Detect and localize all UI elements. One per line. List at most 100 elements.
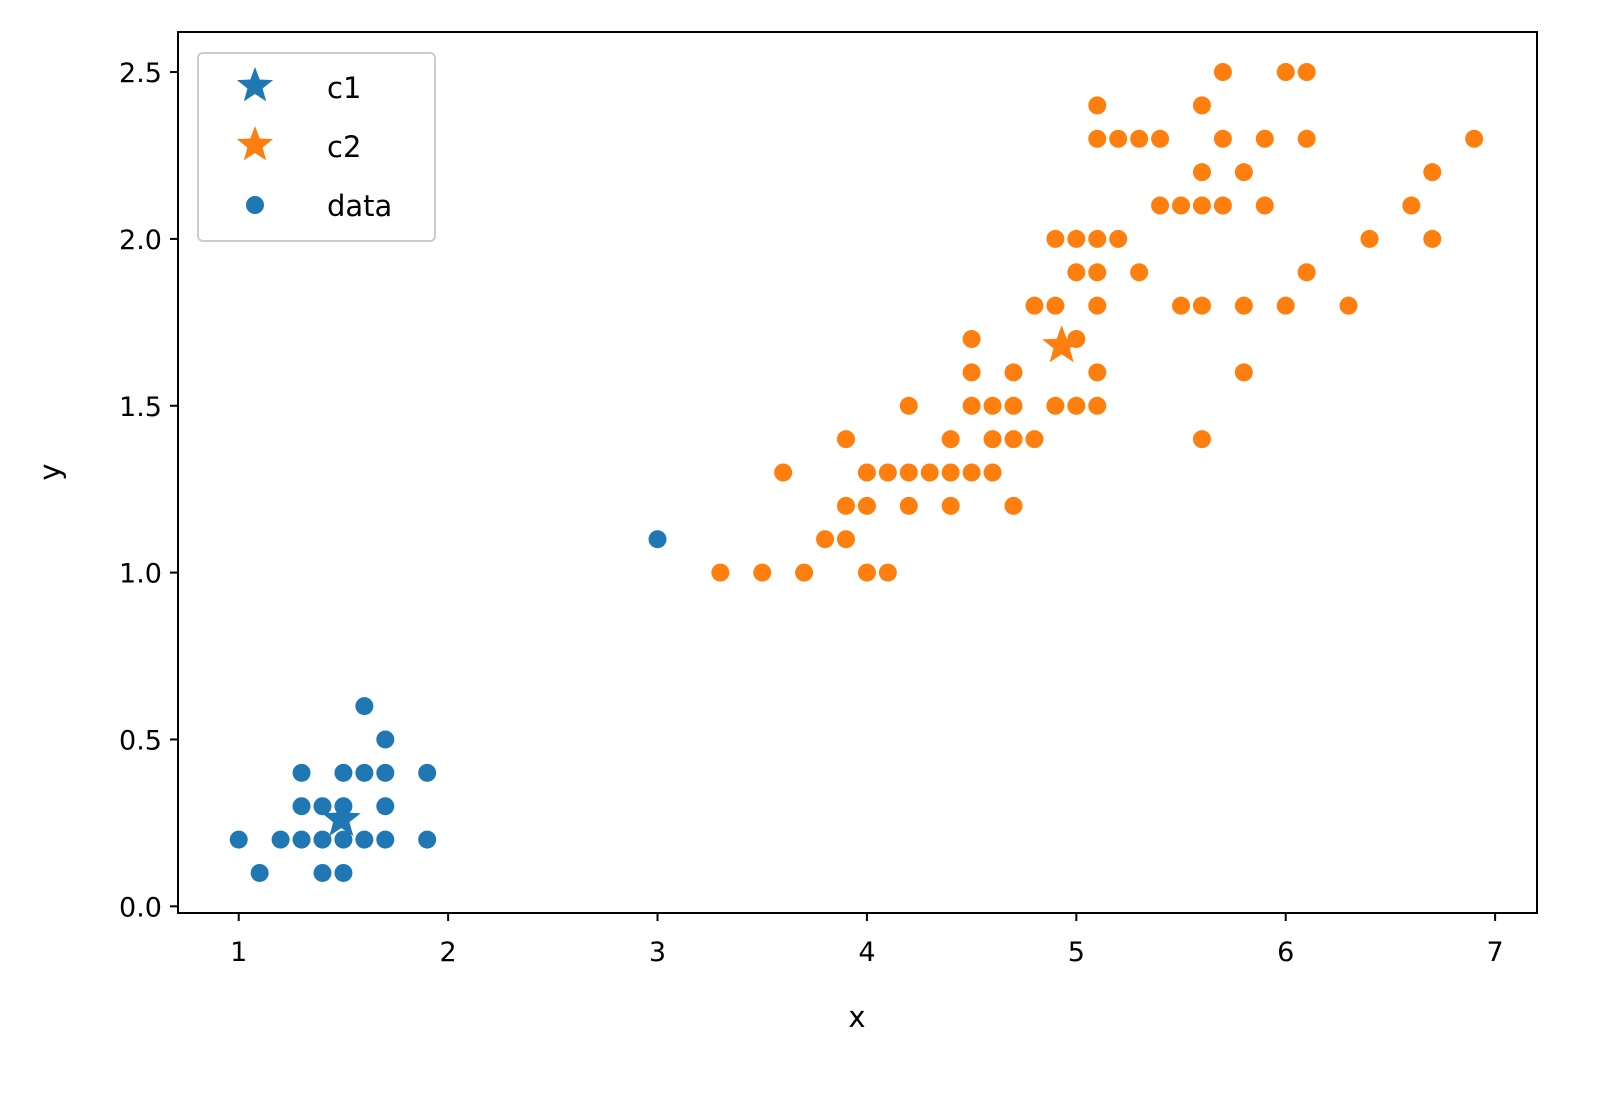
y-tick-label: 0.0 xyxy=(119,892,162,923)
data-point-c2-42 xyxy=(1172,296,1191,315)
data-point-c2-70 xyxy=(1213,129,1232,148)
data-point-c2-49 xyxy=(1130,263,1149,282)
data-point-c2-9 xyxy=(899,496,918,515)
data-point-c1-21 xyxy=(418,763,437,782)
data-point-c2-17 xyxy=(941,463,960,482)
data-point-c2-63 xyxy=(1192,163,1211,182)
data-point-c2-40 xyxy=(1046,296,1065,315)
data-point-c2-5 xyxy=(816,530,835,549)
x-tick-label: 3 xyxy=(649,937,666,968)
data-point-c1-8 xyxy=(313,797,332,816)
data-point-c2-66 xyxy=(1088,129,1107,148)
x-tick-label: 4 xyxy=(858,937,875,968)
data-point-c2-44 xyxy=(1234,296,1253,315)
data-point-c2-60 xyxy=(1213,196,1232,215)
data-point-c2-56 xyxy=(1423,229,1442,248)
data-point-c2-76 xyxy=(1213,63,1232,82)
data-point-c2-20 xyxy=(836,430,855,449)
x-axis: 1 2 3 4 5 6 7 xyxy=(230,913,1504,968)
data-point-c2-37 xyxy=(962,330,981,349)
x-tick-label: 1 xyxy=(230,937,247,968)
data-point-c2-11 xyxy=(1004,496,1023,515)
data-point-c2-29 xyxy=(1004,396,1023,415)
legend-box xyxy=(197,52,436,242)
data-point-c2-46 xyxy=(1339,296,1358,315)
data-point-c2-6 xyxy=(836,530,855,549)
legend-label-c1: c1 xyxy=(327,71,361,105)
y-tick-label: 2.5 xyxy=(119,58,162,89)
data-point-c2-26 xyxy=(899,396,918,415)
data-point-c1-9 xyxy=(334,863,353,882)
legend-c1-star-icon xyxy=(236,67,274,102)
data-point-c2-7 xyxy=(836,496,855,515)
data-point-c2-39 xyxy=(1025,296,1044,315)
data-point-c2-59 xyxy=(1192,196,1211,215)
data-point-c2-43 xyxy=(1192,296,1211,315)
y-tick-label: 1.5 xyxy=(119,392,162,423)
data-point-c1-15 xyxy=(355,697,374,716)
x-tick-label: 2 xyxy=(440,937,457,968)
data-point-c2-75 xyxy=(1192,96,1211,115)
data-point-c1-13 xyxy=(355,830,374,849)
data-point-c2-51 xyxy=(1046,229,1065,248)
data-point-c1-22 xyxy=(648,530,667,549)
data-point-c2-0 xyxy=(711,563,730,582)
data-point-c2-28 xyxy=(983,396,1002,415)
data-point-c2-58 xyxy=(1172,196,1191,215)
data-point-c2-23 xyxy=(1004,430,1023,449)
data-point-c1-12 xyxy=(334,763,353,782)
data-point-c1-17 xyxy=(376,797,395,816)
y-tick-label: 2.0 xyxy=(119,225,162,256)
data-point-c2-2 xyxy=(795,563,814,582)
data-point-c2-32 xyxy=(1088,396,1107,415)
data-point-c2-41 xyxy=(1088,296,1107,315)
legend: c1 c2 data xyxy=(197,52,436,242)
x-axis-label: x xyxy=(848,1000,865,1034)
data-point-c2-67 xyxy=(1109,129,1128,148)
data-point-c2-65 xyxy=(1423,163,1442,182)
legend-label-data: data xyxy=(327,189,392,223)
data-point-c2-35 xyxy=(1088,363,1107,382)
data-point-c1-18 xyxy=(376,763,395,782)
data-point-c2-33 xyxy=(962,363,981,382)
data-point-c1-3 xyxy=(292,830,311,849)
data-point-c2-21 xyxy=(941,430,960,449)
legend-c2-star-icon xyxy=(236,126,274,161)
data-point-c2-50 xyxy=(1297,263,1316,282)
data-point-c1-4 xyxy=(292,797,311,816)
data-point-c2-25 xyxy=(1192,430,1211,449)
data-point-c2-22 xyxy=(983,430,1002,449)
data-point-c2-3 xyxy=(857,563,876,582)
data-point-c1-7 xyxy=(313,830,332,849)
data-point-c2-30 xyxy=(1046,396,1065,415)
data-point-c1-20 xyxy=(418,830,437,849)
data-point-c2-53 xyxy=(1088,229,1107,248)
data-point-c1-6 xyxy=(313,863,332,882)
data-point-c2-71 xyxy=(1255,129,1274,148)
centroid-c1-star-icon xyxy=(321,799,361,837)
data-point-c2-31 xyxy=(1067,396,1086,415)
x-tick-label: 7 xyxy=(1487,937,1504,968)
x-tick-label: 5 xyxy=(1068,937,1085,968)
data-point-c1-19 xyxy=(376,730,395,749)
data-point-c2-72 xyxy=(1297,129,1316,148)
legend-label-c2: c2 xyxy=(327,130,361,164)
data-point-c2-69 xyxy=(1151,129,1170,148)
data-point-c2-77 xyxy=(1276,63,1295,82)
data-point-c2-36 xyxy=(1234,363,1253,382)
data-point-c1-16 xyxy=(376,830,395,849)
x-tick-label: 6 xyxy=(1277,937,1294,968)
data-point-c2-4 xyxy=(878,563,897,582)
data-point-c1-5 xyxy=(292,763,311,782)
centroid-markers xyxy=(321,325,1082,837)
data-point-c2-15 xyxy=(899,463,918,482)
y-tick-label: 0.5 xyxy=(119,725,162,756)
data-point-c2-10 xyxy=(941,496,960,515)
data-point-c2-74 xyxy=(1088,96,1107,115)
data-point-c2-34 xyxy=(1004,363,1023,382)
data-point-c2-64 xyxy=(1234,163,1253,182)
data-point-c1-14 xyxy=(355,763,374,782)
data-point-c2-78 xyxy=(1297,63,1316,82)
data-point-c2-12 xyxy=(774,463,793,482)
data-point-c2-52 xyxy=(1067,229,1086,248)
